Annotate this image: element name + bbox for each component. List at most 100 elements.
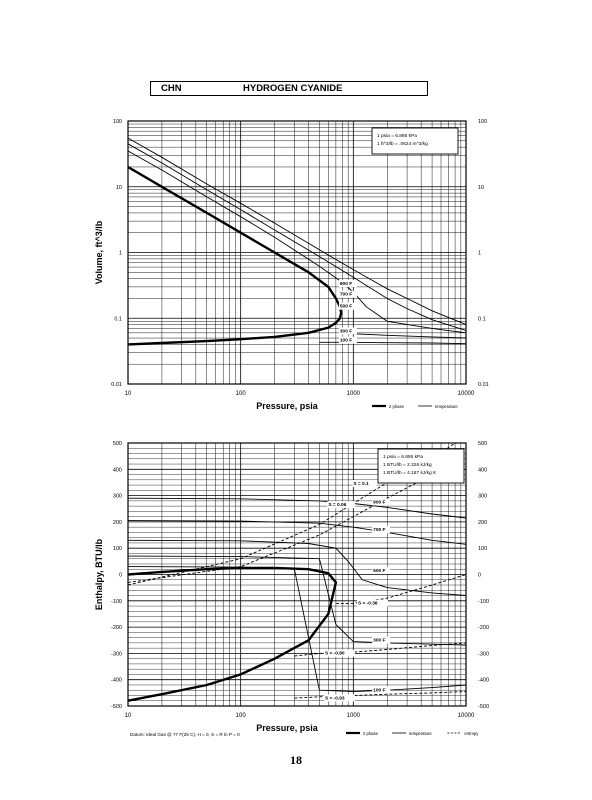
series-2-phase — [127, 566, 338, 702]
annotation-700-f: 700 F — [373, 527, 385, 533]
annotation-s-0-1: S = 0.1 — [353, 481, 369, 487]
annotation-bg — [323, 694, 355, 702]
y-tick-label-left: 200 — [113, 520, 122, 526]
annotation-bg — [372, 566, 391, 574]
annotation-300-f: 300 F — [373, 638, 385, 644]
annotation-100-f: 100 F — [373, 688, 385, 694]
conversion-note-box — [377, 448, 465, 484]
y-tick-label-left: 100 — [113, 546, 122, 552]
y-axis-label: Enthalpy, BTU/lb — [94, 538, 104, 610]
series-s-0-80 — [294, 642, 467, 657]
annotation-500-f: 500 F — [373, 568, 385, 574]
annotation-700-f: 700 F — [340, 292, 352, 298]
series-2-phase — [127, 165, 343, 346]
y-tick-label-left: -400 — [111, 678, 122, 684]
annotation-s-0-80: S = -0.80 — [325, 651, 345, 657]
y-tick-label-right: 100 — [478, 546, 487, 552]
annotation-bg — [372, 636, 391, 644]
conversion-note-line: 1 psia = 6.895 kPa — [383, 454, 423, 460]
annotation-100-f: 100 F — [340, 338, 352, 344]
x-tick-label: 10 — [125, 391, 132, 397]
y-tick-label-left: 10 — [116, 185, 122, 191]
y-tick-label-right: 0.1 — [478, 316, 486, 322]
y-tick-label-right: -300 — [478, 651, 489, 657]
y-tick-label-right: 100 — [478, 119, 487, 125]
plot-frame — [127, 120, 467, 385]
y-tick-label-left: -500 — [111, 704, 122, 710]
conversion-note-box — [371, 127, 459, 155]
y-tick-label-left: -100 — [111, 599, 122, 605]
legend-label-temperature: temperature — [435, 404, 458, 409]
legend-label-2-phase: 2 phase — [389, 404, 405, 409]
x-tick-label: 10 — [125, 713, 132, 719]
annotation-300-f: 300 F — [340, 328, 352, 334]
x-tick-label: 1000 — [347, 391, 361, 397]
chart-2: 10 100 1000 10000-500 -500-400 -400-300 -300-2… — [94, 441, 489, 737]
x-tick-label: 100 — [236, 391, 247, 397]
y-tick-label-left: 1 — [119, 251, 122, 257]
legend-label-entropy: entropy — [464, 731, 479, 736]
x-tick-label: 1000 — [347, 713, 361, 719]
annotation-s-0-06: S = 0.06 — [328, 502, 346, 508]
series-300-f — [127, 555, 467, 646]
y-tick-label-right: 0 — [478, 573, 481, 579]
y-tick-label-right: 1 — [478, 251, 481, 257]
y-tick-label-right: 500 — [478, 441, 487, 447]
y-tick-label-right: 400 — [478, 467, 487, 473]
page-number: 18 — [290, 753, 302, 767]
x-tick-label: 100 — [236, 713, 247, 719]
y-tick-label-left: 400 — [113, 467, 122, 473]
y-tick-label-right: 200 — [478, 520, 487, 526]
annotation-bg — [372, 498, 391, 506]
y-tick-label-right: 0.01 — [478, 382, 489, 388]
y-tick-label-left: 500 — [113, 441, 122, 447]
annotation-s-0-36: S = -0.36 — [358, 601, 378, 607]
y-tick-label-right: -200 — [478, 625, 489, 631]
y-tick-label-left: 0 — [119, 573, 122, 579]
legend-label-2-phase: 2 phase — [363, 731, 379, 736]
conversion-note-line: 1 psia = 6.895 kPa — [377, 133, 417, 139]
annotation-bg — [338, 336, 357, 344]
annotation-bg — [372, 526, 391, 534]
annotation-bg — [356, 599, 388, 607]
y-tick-label-left: 300 — [113, 494, 122, 500]
series-900-f — [127, 137, 467, 326]
y-tick-label-right: -100 — [478, 599, 489, 605]
y-tick-label-left: 0.1 — [114, 316, 122, 322]
y-tick-label-left: 100 — [113, 119, 122, 125]
annotation-bg — [338, 290, 357, 298]
grid — [127, 121, 466, 385]
series-900-f — [127, 497, 467, 519]
annotation-bg — [323, 649, 355, 657]
compound-name: HYDROGEN CYANIDE — [243, 83, 343, 94]
y-tick-label-right: -400 — [478, 678, 489, 684]
y-tick-label-left: 0.01 — [111, 382, 122, 388]
annotation-bg — [338, 280, 357, 288]
x-axis-label: Pressure, psia — [256, 723, 319, 733]
series-100-f — [127, 566, 467, 692]
annotation-s-0-93: S = -0.93 — [325, 695, 345, 701]
compound-formula: CHN — [161, 83, 182, 94]
conversion-note-line: 1 BTU/lb = 2.326 kJ/kg — [383, 462, 432, 468]
annotation-bg — [338, 327, 357, 335]
y-tick-label-right: -500 — [478, 704, 489, 710]
annotation-bg — [327, 501, 355, 509]
series-700-f — [127, 143, 467, 332]
conversion-note-line: 1 ft^3/lb = .0624 m^3/kg — [377, 141, 428, 147]
annotation-bg — [352, 480, 377, 488]
annotation-bg — [338, 302, 357, 310]
compound-header: CHN HYDROGEN CYANIDE — [150, 81, 428, 96]
series-300-f — [342, 332, 467, 339]
x-tick-label: 10000 — [458, 713, 475, 719]
x-tick-label: 10000 — [458, 391, 475, 397]
series-s-0-93 — [294, 691, 467, 699]
y-tick-label-right: 10 — [478, 185, 484, 191]
y-axis-label: Volume, ft^3/lb — [94, 220, 104, 284]
y-tick-label-left: -200 — [111, 625, 122, 631]
series-700-f — [127, 520, 467, 545]
series-500-f — [127, 539, 467, 596]
x-axis-label: Pressure, psia — [256, 401, 319, 411]
conversion-note-line: 1 BTU/lb = 4.187 kJ/kg K — [383, 470, 437, 476]
